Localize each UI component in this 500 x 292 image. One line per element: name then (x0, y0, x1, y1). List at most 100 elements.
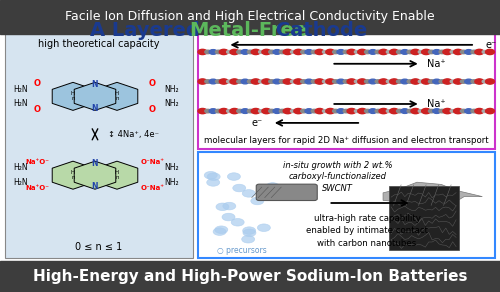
Circle shape (242, 190, 255, 197)
Text: Na⁺O⁻: Na⁺O⁻ (26, 159, 50, 165)
Circle shape (258, 51, 264, 53)
Circle shape (428, 109, 434, 113)
Polygon shape (52, 82, 94, 110)
Polygon shape (74, 161, 116, 189)
Circle shape (347, 108, 356, 114)
Circle shape (216, 203, 229, 211)
Circle shape (347, 79, 356, 84)
Circle shape (486, 79, 494, 84)
Circle shape (262, 49, 271, 55)
Circle shape (460, 80, 466, 83)
Circle shape (322, 110, 328, 112)
Circle shape (390, 108, 398, 114)
Polygon shape (383, 182, 482, 213)
Text: H₂N: H₂N (14, 178, 28, 187)
Circle shape (280, 50, 285, 54)
Circle shape (428, 50, 434, 54)
Text: ○ precursors: ○ precursors (217, 246, 267, 255)
Circle shape (294, 49, 303, 55)
Text: H₂N: H₂N (14, 85, 28, 93)
Circle shape (268, 80, 274, 83)
Circle shape (364, 80, 370, 83)
Text: O: O (34, 79, 41, 88)
Circle shape (220, 49, 228, 55)
Circle shape (375, 80, 381, 83)
Circle shape (205, 50, 211, 54)
Text: High-Energy and High-Power Sodium-Ion Batteries: High-Energy and High-Power Sodium-Ion Ba… (33, 269, 467, 284)
Circle shape (454, 79, 462, 84)
Text: O⁻Na⁺: O⁻Na⁺ (140, 159, 164, 165)
Circle shape (273, 79, 281, 84)
Circle shape (237, 80, 243, 83)
Circle shape (326, 79, 335, 84)
Circle shape (326, 108, 335, 114)
Text: 0 ≤ n ≤ 1: 0 ≤ n ≤ 1 (75, 242, 122, 252)
Text: O: O (149, 105, 156, 114)
Circle shape (300, 80, 306, 83)
Circle shape (364, 50, 370, 54)
Text: H
n: H n (71, 91, 75, 101)
Circle shape (305, 50, 313, 54)
Polygon shape (74, 82, 116, 110)
Circle shape (407, 80, 413, 83)
Circle shape (209, 50, 217, 54)
Circle shape (407, 50, 413, 54)
Circle shape (230, 79, 239, 84)
Circle shape (354, 110, 360, 112)
Circle shape (411, 108, 420, 114)
Circle shape (283, 49, 292, 55)
Text: Na⁺: Na⁺ (426, 59, 445, 69)
Circle shape (433, 109, 441, 113)
Circle shape (422, 49, 430, 55)
Circle shape (369, 50, 377, 54)
Polygon shape (52, 161, 94, 189)
Circle shape (471, 50, 477, 54)
Circle shape (315, 49, 324, 55)
Circle shape (460, 50, 466, 54)
Circle shape (337, 109, 345, 113)
Text: in-situ growth with 2 wt.%
carboxyl-functionalized
SWCNT: in-situ growth with 2 wt.% carboxyl-func… (282, 161, 392, 193)
Circle shape (312, 50, 318, 54)
Circle shape (443, 108, 452, 114)
Circle shape (390, 79, 398, 84)
Text: O: O (149, 79, 156, 88)
Circle shape (482, 80, 487, 83)
Circle shape (198, 108, 207, 114)
Circle shape (422, 108, 430, 114)
Circle shape (322, 51, 328, 53)
Circle shape (375, 50, 381, 54)
Circle shape (262, 79, 271, 84)
Circle shape (312, 109, 318, 113)
Circle shape (486, 108, 494, 114)
Circle shape (401, 79, 409, 84)
Circle shape (396, 80, 402, 83)
Circle shape (213, 228, 226, 235)
Circle shape (216, 50, 222, 54)
Circle shape (354, 51, 360, 53)
Circle shape (428, 80, 434, 83)
Circle shape (300, 50, 306, 54)
Text: A Layered: A Layered (90, 21, 206, 40)
Circle shape (290, 110, 296, 112)
Circle shape (460, 109, 466, 113)
Circle shape (280, 80, 285, 83)
Circle shape (241, 50, 249, 54)
Text: NH₂: NH₂ (164, 85, 179, 93)
Circle shape (369, 109, 377, 113)
Circle shape (396, 109, 402, 113)
Polygon shape (96, 161, 138, 189)
Circle shape (475, 49, 484, 55)
Circle shape (482, 51, 487, 53)
Text: e⁻: e⁻ (485, 40, 496, 50)
Circle shape (386, 110, 392, 112)
FancyBboxPatch shape (256, 184, 318, 201)
Circle shape (343, 80, 349, 83)
Circle shape (379, 79, 388, 84)
Bar (198, 31, 495, 149)
Circle shape (332, 80, 338, 83)
Circle shape (248, 50, 254, 54)
Circle shape (337, 50, 345, 54)
Text: e⁻: e⁻ (252, 118, 263, 128)
Circle shape (454, 49, 462, 55)
Circle shape (230, 49, 239, 55)
